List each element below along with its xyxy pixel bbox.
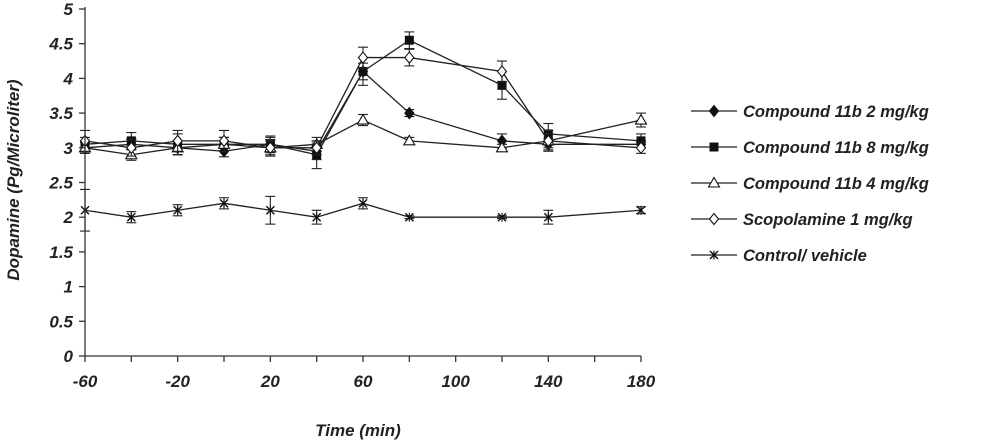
data-point bbox=[636, 205, 646, 215]
legend-entry-0: Compound 11b 2 mg/kg bbox=[691, 103, 929, 121]
data-point bbox=[126, 141, 137, 155]
x-tick-label: 60 bbox=[354, 372, 373, 391]
axes: 0 0.5 1 1.5 2 2.5 3 3.5 4 4.5 5 -60 -20 20 60 100 140 180 bbox=[48, 0, 655, 391]
data-point bbox=[356, 113, 370, 125]
data-point bbox=[358, 66, 368, 76]
y-tick-label: 0 bbox=[64, 347, 74, 366]
series-2 bbox=[78, 112, 648, 161]
data-point bbox=[358, 198, 368, 208]
data-point bbox=[265, 141, 276, 155]
legend-label: Control/ vehicle bbox=[743, 247, 867, 265]
data-point bbox=[404, 212, 414, 222]
x-tick-label: 100 bbox=[441, 372, 470, 391]
legend-marker bbox=[709, 250, 719, 260]
y-axis-title: Dopamine (Pg/Microliter) bbox=[4, 79, 23, 281]
y-tick-label: 3.5 bbox=[49, 104, 73, 123]
data-point bbox=[173, 205, 183, 215]
data-point bbox=[357, 51, 369, 64]
y-tick-label: 5 bbox=[64, 0, 74, 19]
y-tick-label: 2 bbox=[63, 208, 74, 227]
legend-entry-4: Control/ vehicle bbox=[691, 247, 867, 265]
y-tick-label: 1 bbox=[64, 278, 73, 297]
data-point bbox=[496, 65, 508, 78]
data-point bbox=[265, 205, 275, 215]
data-point bbox=[404, 106, 415, 120]
legend-marker bbox=[709, 142, 719, 152]
legend-marker bbox=[708, 212, 720, 226]
data-point bbox=[635, 141, 647, 155]
data-point bbox=[311, 141, 322, 155]
x-axis-title: Time (min) bbox=[315, 421, 401, 440]
data-point bbox=[218, 134, 230, 148]
data-point bbox=[497, 80, 507, 90]
data-point bbox=[312, 212, 322, 222]
data-point bbox=[126, 212, 136, 222]
legend-label: Compound 11b 4 mg/kg bbox=[743, 175, 929, 193]
x-tick-label: -60 bbox=[73, 372, 98, 391]
y-tick-label: 1.5 bbox=[49, 243, 73, 262]
y-tick-label: 4 bbox=[63, 69, 74, 88]
legend: Compound 11b 2 mg/kg Compound 11b 8 mg/kg… bbox=[691, 103, 929, 265]
data-point bbox=[402, 134, 416, 146]
data-point bbox=[543, 212, 553, 222]
legend-label: Scopolamine 1 mg/kg bbox=[743, 211, 913, 229]
y-tick-label: 0.5 bbox=[49, 312, 73, 331]
legend-marker bbox=[707, 176, 721, 188]
data-point bbox=[543, 134, 554, 148]
legend-label: Compound 11b 2 mg/kg bbox=[743, 103, 929, 121]
data-point bbox=[497, 212, 507, 222]
data-point bbox=[172, 134, 183, 148]
x-tick-label: -20 bbox=[165, 372, 190, 391]
legend-entry-3: Scopolamine 1 mg/kg bbox=[691, 211, 913, 229]
series-4 bbox=[80, 188, 646, 232]
legend-entry-2: Compound 11b 4 mg/kg bbox=[691, 175, 929, 193]
series-3 bbox=[79, 46, 647, 157]
x-tick-label: 140 bbox=[534, 372, 563, 391]
data-point bbox=[495, 141, 509, 153]
data-point bbox=[404, 35, 414, 45]
legend-label: Compound 11b 8 mg/kg bbox=[743, 139, 929, 157]
legend-marker bbox=[708, 104, 720, 118]
data-point bbox=[634, 113, 648, 125]
y-tick-label: 2.5 bbox=[48, 174, 73, 193]
plot-area bbox=[78, 31, 648, 232]
data-point bbox=[219, 198, 229, 208]
x-tick-label: 20 bbox=[260, 372, 280, 391]
y-tick-label: 3 bbox=[64, 139, 74, 158]
data-point bbox=[404, 51, 415, 64]
y-tick-label: 4.5 bbox=[48, 35, 73, 54]
legend-entry-1: Compound 11b 8 mg/kg bbox=[691, 139, 929, 157]
x-tick-label: 180 bbox=[627, 372, 656, 391]
